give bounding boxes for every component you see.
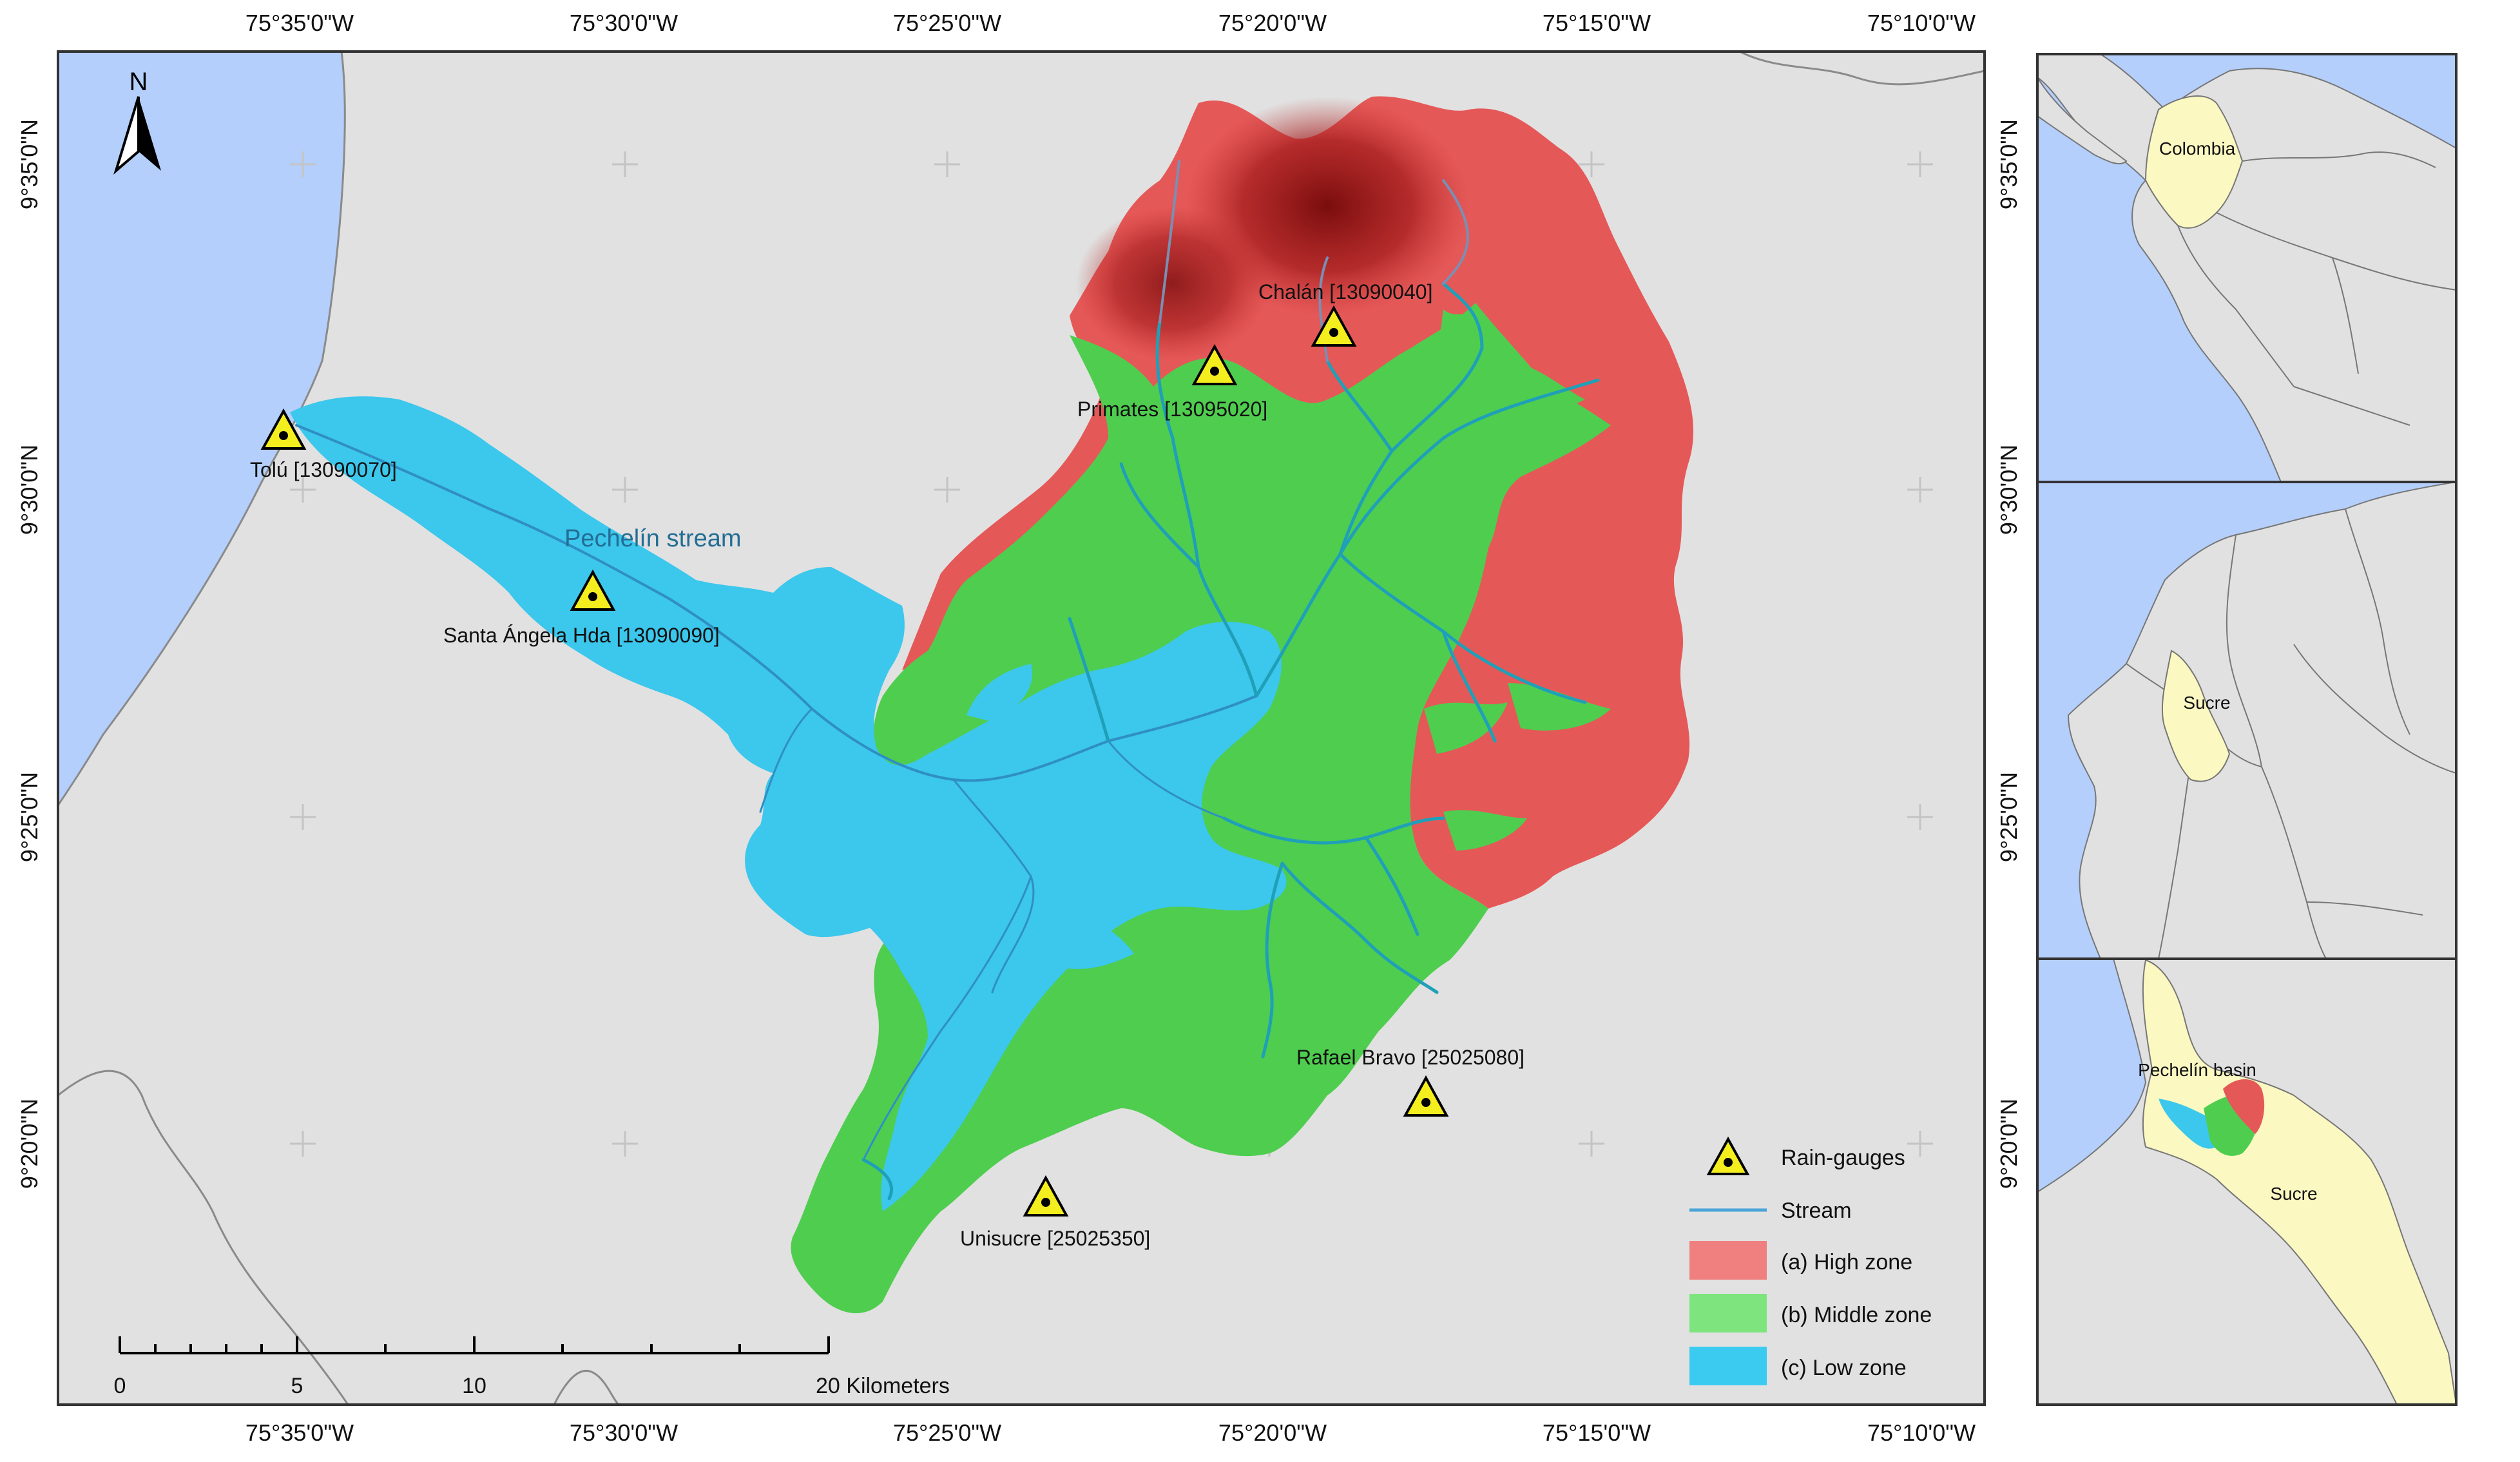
axis-bottom-label: 75°30'0"W	[570, 1419, 678, 1446]
legend-label: (b) Middle zone	[1781, 1303, 1932, 1327]
north-arrow: N	[113, 68, 161, 175]
station-label: Chalán [13090040]	[1258, 280, 1432, 303]
legend-swatch-high	[1689, 1241, 1767, 1280]
axis-top-label: 75°20'0"W	[1218, 10, 1327, 36]
station-label: Rafael Bravo [25025080]	[1296, 1046, 1525, 1069]
inset-land	[2067, 482, 2456, 959]
high-zone-ridge-shading	[1076, 206, 1269, 361]
gauge-icon	[570, 569, 616, 611]
inset-basin-shape	[2159, 1079, 2265, 1156]
inset-basin-frame	[2036, 957, 2457, 1406]
main-map	[58, 52, 1985, 1405]
streams	[295, 160, 1600, 1200]
admin-boundaries	[58, 52, 1985, 1405]
low-zone	[290, 396, 1287, 1211]
axis-right-label: 9°35'0"N	[1996, 119, 2022, 209]
inset-label: Pechelín basin	[2138, 1060, 2256, 1080]
axis-top-label: 75°10'0"W	[1867, 10, 1976, 36]
inset-label: Colombia	[2159, 139, 2236, 159]
inset-land	[2037, 54, 2456, 482]
main-map-frame	[57, 50, 1986, 1406]
legend-label: Rain-gauges	[1781, 1146, 1905, 1170]
scale-tick: 20 Kilometers	[816, 1374, 950, 1398]
station-label: Primates [13095020]	[1077, 398, 1267, 421]
axis-left-label: 9°25'0"N	[16, 772, 43, 862]
legend-label: (c) Low zone	[1781, 1356, 1907, 1380]
legend-swatch-middle	[1689, 1294, 1767, 1332]
inset-central-america	[2037, 76, 2128, 165]
axis-top-label: 75°25'0"W	[893, 10, 1001, 36]
middle-zone-fingers	[1424, 309, 1611, 851]
station-label: Tolú [13090070]	[250, 458, 397, 481]
axis-bottom-label: 75°15'0"W	[1543, 1419, 1651, 1446]
axis-top: 75°35'0"W 75°30'0"W 75°25'0"W 75°20'0"W …	[245, 10, 1976, 36]
inset-sucre	[2037, 482, 2456, 959]
axis-top-label: 75°30'0"W	[570, 10, 678, 36]
axis-bottom-label: 75°10'0"W	[1867, 1419, 1976, 1446]
inset-basin	[2037, 959, 2456, 1405]
axis-right-label: 9°20'0"N	[1996, 1099, 2022, 1189]
axis-left: 9°35'0"N 9°30'0"N 9°25'0"N 9°20'0"N	[16, 119, 43, 1189]
north-label: N	[130, 68, 148, 96]
axis-right: 9°35'0"N 9°30'0"N 9°25'0"N 9°20'0"N	[1996, 119, 2022, 1189]
axis-bottom-label: 75°35'0"W	[245, 1419, 354, 1446]
axis-bottom: 75°35'0"W 75°30'0"W 75°25'0"W 75°20'0"W …	[245, 1419, 1976, 1446]
sea-area	[58, 52, 346, 807]
inset-label: Sucre	[2183, 693, 2230, 713]
scale-tick: 5	[291, 1374, 303, 1398]
gauge-icon	[1311, 305, 1357, 347]
scale-bar	[119, 1336, 830, 1354]
gauge-icon	[1403, 1075, 1449, 1117]
axis-left-label: 9°35'0"N	[16, 119, 43, 209]
inset-sucre-shape	[2161, 649, 2231, 782]
axis-left-label: 9°20'0"N	[16, 1099, 43, 1189]
scale-tick: 10	[462, 1374, 486, 1398]
axis-bottom-label: 75°20'0"W	[1218, 1419, 1327, 1446]
inset-label: Sucre	[2270, 1184, 2317, 1204]
axis-left-label: 9°30'0"N	[16, 445, 43, 535]
inset-colombia	[2037, 54, 2456, 482]
axis-bottom-label: 75°25'0"W	[893, 1419, 1001, 1446]
legend-label: Stream	[1781, 1198, 1852, 1223]
station-label: Unisucre [25025350]	[960, 1227, 1150, 1250]
triangle-icon	[1706, 1136, 1750, 1175]
scale-tick: 0	[114, 1374, 126, 1398]
legend-swatch-low	[1689, 1347, 1767, 1385]
rain-gauges: Tolú [13090070] Santa Ángela Hda [130900…	[250, 280, 1525, 1250]
stream-label: Pechelín stream	[564, 525, 742, 552]
legend-label: (a) High zone	[1781, 1250, 1912, 1274]
gauge-icon	[1191, 343, 1238, 385]
gauge-icon	[260, 408, 307, 450]
low-zone-fingers	[930, 664, 1134, 1095]
inset-sea	[2037, 959, 2147, 1193]
axis-right-label: 9°25'0"N	[1996, 772, 2022, 862]
station-label: Santa Ángela Hda [13090090]	[443, 624, 720, 647]
legend: Rain-gauges Stream (a) High zone (b) Mid…	[1689, 1136, 1932, 1385]
axis-top-label: 75°35'0"W	[245, 10, 354, 36]
gauge-icon	[1023, 1175, 1069, 1217]
axis-top-label: 75°15'0"W	[1543, 10, 1651, 36]
axis-right-label: 9°30'0"N	[1996, 445, 2022, 535]
